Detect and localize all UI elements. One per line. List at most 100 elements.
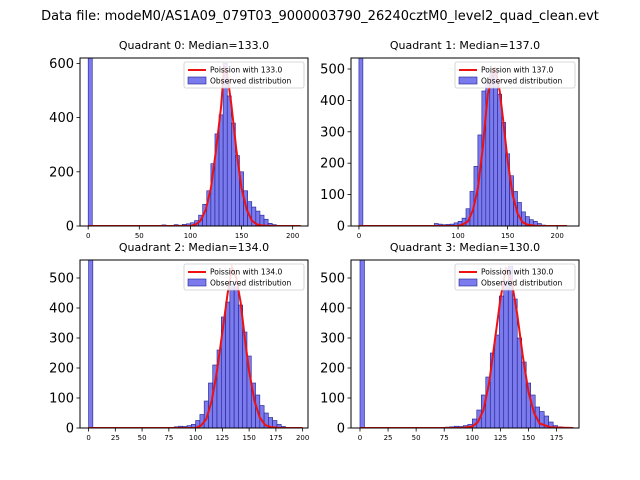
histogram-bar bbox=[537, 223, 542, 226]
x-tick-label: 75 bbox=[164, 434, 173, 442]
histogram-bar bbox=[497, 93, 502, 226]
x-tick-label: 150 bbox=[501, 232, 514, 240]
panel-title: Quadrant 2: Median=134.0 bbox=[119, 241, 269, 254]
x-tick-label: 125 bbox=[216, 434, 229, 442]
legend: Poission with 134.0 Observed distribution bbox=[183, 263, 305, 291]
x-tick-label: 200 bbox=[286, 232, 299, 240]
y-tick-label: 100 bbox=[320, 392, 345, 407]
quadrant-panel-2: Quadrant 2: Median=134.0 0 25 50 75 100 125 150… bbox=[49, 241, 309, 442]
legend-box bbox=[454, 61, 576, 89]
histogram-bar bbox=[494, 334, 500, 428]
histogram-bar bbox=[548, 421, 554, 428]
figure-title: Data file: modeM0/AS1A09_079T03_90000037… bbox=[41, 9, 599, 24]
legend-label-poisson: Poission with 134.0 bbox=[210, 268, 283, 277]
x-tick-label: 50 bbox=[412, 434, 421, 442]
x-tick-label: 175 bbox=[550, 434, 563, 442]
y-tick-label: 200 bbox=[49, 362, 74, 377]
y-tick-label: 200 bbox=[320, 362, 345, 377]
legend-label-observed: Observed distribution bbox=[210, 279, 291, 288]
x-tick-label: 150 bbox=[242, 434, 255, 442]
quadrant-panel-1: Quadrant 1: Median=137.0 0 100 150 200 0 100 20… bbox=[320, 39, 580, 240]
x-tick-label: 100 bbox=[189, 434, 202, 442]
legend-label-observed: Observed distribution bbox=[210, 77, 291, 86]
y-tick-label: 400 bbox=[49, 302, 74, 317]
legend-box bbox=[454, 263, 576, 291]
x-tick-label: 0 bbox=[358, 434, 362, 442]
panel-title: Quadrant 0: Median=133.0 bbox=[119, 39, 269, 52]
x-tick-label: 100 bbox=[451, 232, 464, 240]
x-tick-label: 125 bbox=[494, 434, 507, 442]
y-tick-label: 500 bbox=[320, 272, 345, 287]
y-tick-label: 200 bbox=[320, 157, 345, 172]
x-tick-label: 200 bbox=[551, 232, 564, 240]
histogram-bar bbox=[493, 68, 499, 226]
histogram-bar bbox=[498, 295, 505, 428]
histogram-bar bbox=[238, 304, 244, 428]
legend-label-observed: Observed distribution bbox=[481, 279, 562, 288]
poisson-curve bbox=[358, 67, 568, 226]
panel-title: Quadrant 3: Median=130.0 bbox=[390, 241, 540, 254]
x-tick-label: 200 bbox=[296, 434, 309, 442]
y-tick-label: 500 bbox=[320, 62, 345, 77]
legend-bar-swatch bbox=[458, 76, 478, 85]
y-tick-label: 300 bbox=[49, 332, 74, 347]
x-tick-label: 0 bbox=[357, 232, 361, 240]
y-tick-label: 0 bbox=[66, 422, 74, 437]
histogram-bar bbox=[225, 301, 231, 428]
histogram-bar bbox=[503, 280, 509, 428]
y-tick-label: 0 bbox=[337, 220, 345, 235]
histogram-bar bbox=[489, 71, 495, 226]
legend-box bbox=[183, 263, 305, 291]
y-tick-label: 500 bbox=[49, 272, 74, 287]
legend: Poission with 130.0 Observed distribution bbox=[454, 263, 576, 291]
legend-box bbox=[183, 61, 305, 89]
y-tick-label: 200 bbox=[49, 165, 74, 180]
x-tick-label: 0 bbox=[86, 434, 90, 442]
panel-title: Quadrant 1: Median=137.0 bbox=[390, 39, 540, 52]
y-tick-label: 400 bbox=[320, 302, 345, 317]
x-tick-label: 175 bbox=[269, 434, 282, 442]
x-tick-label: 25 bbox=[111, 434, 120, 442]
histogram-bar bbox=[359, 260, 365, 428]
legend-label-poisson: Poission with 133.0 bbox=[210, 66, 283, 75]
plot-area bbox=[359, 260, 574, 428]
quadrant-panel-0: Quadrant 0: Median=133.0 0 50 100 150 200 0 200… bbox=[49, 39, 309, 240]
histogram-bar bbox=[233, 286, 239, 428]
poisson-curve bbox=[88, 263, 303, 428]
x-tick-label: 75 bbox=[440, 434, 449, 442]
y-tick-label: 300 bbox=[320, 125, 345, 140]
poisson-curve bbox=[88, 65, 301, 226]
y-tick-label: 100 bbox=[49, 392, 74, 407]
legend-bar-swatch bbox=[187, 278, 207, 287]
legend-label-poisson: Poission with 137.0 bbox=[481, 66, 554, 75]
axes-frame bbox=[79, 259, 309, 429]
histogram-bar bbox=[229, 283, 235, 428]
y-tick-label: 0 bbox=[337, 422, 345, 437]
quadrant-panel-3: Quadrant 3: Median=130.0 0 25 50 75 100 125 150… bbox=[320, 241, 580, 442]
y-tick-label: 600 bbox=[49, 57, 74, 72]
histogram-bar bbox=[358, 58, 364, 226]
legend-bar-swatch bbox=[458, 278, 478, 287]
legend-label-observed: Observed distribution bbox=[481, 77, 562, 86]
x-tick-label: 50 bbox=[138, 434, 147, 442]
x-tick-label: 150 bbox=[522, 434, 535, 442]
x-tick-label: 150 bbox=[235, 232, 248, 240]
y-tick-label: 400 bbox=[49, 111, 74, 126]
histogram-bar bbox=[218, 114, 224, 226]
axes-frame bbox=[350, 57, 580, 227]
legend: Poission with 137.0 Observed distribution bbox=[454, 61, 576, 89]
x-tick-label: 0 bbox=[86, 232, 90, 240]
histogram-bar bbox=[512, 298, 518, 428]
poisson-curve bbox=[360, 265, 574, 428]
histogram-bar bbox=[88, 260, 94, 428]
histogram-bar bbox=[226, 95, 232, 226]
legend: Poission with 133.0 Observed distribution bbox=[183, 61, 305, 89]
y-tick-label: 400 bbox=[320, 94, 345, 109]
x-tick-label: 100 bbox=[466, 434, 479, 442]
x-tick-label: 100 bbox=[184, 232, 197, 240]
x-tick-label: 50 bbox=[135, 232, 144, 240]
y-tick-label: 0 bbox=[66, 220, 74, 235]
axes-frame bbox=[79, 57, 309, 227]
histogram-bar bbox=[516, 337, 523, 428]
